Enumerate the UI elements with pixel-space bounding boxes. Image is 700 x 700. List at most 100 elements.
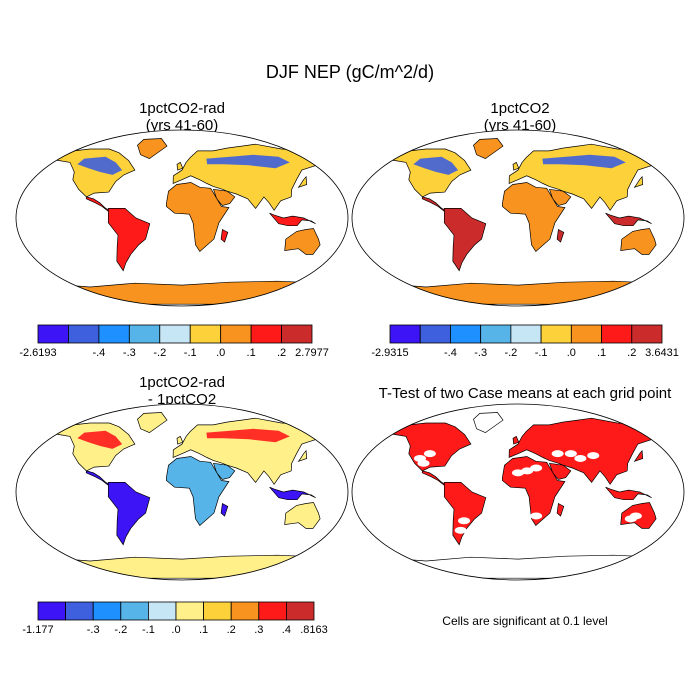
land-greenland [137, 412, 168, 433]
colorbar-swatch [281, 324, 313, 344]
colorbar-label: .2 [627, 347, 636, 359]
nonsignificant-area [587, 452, 600, 460]
boreal-region [542, 154, 626, 169]
land-australia [284, 228, 321, 255]
colorbar-2: -2.9315 -.4 -.3 -.2 -.1 .0 .1 .2 3.6431 [371, 324, 679, 359]
map-border [351, 129, 685, 307]
map-panel-1 [15, 129, 349, 307]
boreal-region [542, 428, 626, 443]
land-africa [166, 456, 230, 527]
colorbar-swatch [570, 324, 602, 344]
panel-3-title-line1: 1pctCO2-rad [139, 374, 225, 391]
colorbar-label: .4 [282, 624, 291, 636]
colorbar-label: .2 [227, 624, 236, 636]
nonsignificant-area [454, 526, 467, 534]
colorbar-label: -.2 [114, 624, 127, 636]
colorbar-swatch [37, 601, 67, 621]
colorbar-swatch [450, 324, 482, 344]
nonsignificant-area [624, 515, 637, 523]
colorbar-label: -.1 [142, 624, 155, 636]
colorbar-swatch [631, 324, 663, 344]
land-greenland [473, 412, 504, 433]
land-greenland [473, 138, 504, 159]
boreal-region [77, 156, 123, 175]
colorbar-swatch [120, 601, 149, 621]
land-greenland [137, 138, 168, 159]
colorbar-label: -.2 [504, 347, 517, 359]
colorbar-label: -.1 [184, 347, 197, 359]
land-japan [633, 449, 644, 462]
panel-2-title: 1pctCO2 (yrs 41-60) [400, 100, 640, 134]
land-africa [502, 182, 566, 253]
colorbar-swatch [601, 324, 633, 344]
land-indonesia [269, 212, 316, 227]
colorbar-label: .1 [247, 347, 256, 359]
land-uk [176, 435, 184, 445]
colorbar-label: .8163 [300, 624, 328, 636]
land-madagascar [556, 502, 565, 517]
land-southamerica [443, 208, 487, 272]
boreal-region [206, 154, 290, 169]
colorbar-label: -.4 [444, 347, 457, 359]
colorbar-label: -.4 [92, 347, 105, 359]
panel-2-title-line1: 1pctCO2 [490, 100, 550, 117]
panel-2-title-line2: (yrs 41-60) [483, 117, 557, 134]
colorbar-swatch [389, 324, 421, 344]
land-southamerica [107, 208, 151, 272]
nonsignificant-area [530, 464, 543, 472]
boreal-region [413, 156, 459, 175]
colorbar-label: .3 [254, 624, 263, 636]
panel-4-title-line1: T-Test of two Case means at each grid po… [378, 385, 672, 402]
land-japan [633, 175, 644, 188]
colorbar-label: -.3 [123, 347, 136, 359]
colorbar-label: .1 [597, 347, 606, 359]
nonsignificant-area [564, 450, 577, 458]
colorbar-label: .0 [216, 347, 225, 359]
map-panel-4 [351, 403, 685, 581]
panel-4-title: T-Test of two Case means at each grid po… [355, 385, 695, 402]
land-africa [166, 182, 230, 253]
colorbar-label: .1 [199, 624, 208, 636]
land-uk [176, 161, 184, 171]
colorbar-swatch [230, 601, 260, 621]
boreal-region [206, 428, 290, 443]
land-madagascar [220, 502, 229, 517]
colorbar-label: -.3 [474, 347, 487, 359]
map-panel-2 [351, 129, 685, 307]
colorbar-label: .2 [277, 347, 286, 359]
colorbar-swatch [510, 324, 542, 344]
nonsignificant-area [530, 512, 543, 520]
map-border [15, 129, 349, 307]
colorbar-swatch [258, 601, 287, 621]
colorbar-label: -.3 [87, 624, 100, 636]
land-indonesia [269, 486, 316, 501]
colorbar-swatch [419, 324, 451, 344]
nonsignificant-area [551, 450, 564, 458]
colorbar-swatch [480, 324, 512, 344]
colorbar-3: -1.177 -.3 -.2 -.1 .0 .1 .2 .3 .4 .8163 [22, 601, 328, 636]
nonsignificant-area [574, 454, 587, 462]
map-border [15, 403, 349, 581]
colorbar-label: 3.6431 [645, 347, 679, 359]
colorbar-swatch [65, 601, 94, 621]
colorbar-swatch [175, 601, 205, 621]
nonsignificant-area [423, 450, 436, 458]
panel-3-title-line2: - 1pctCO2 [147, 391, 217, 408]
boreal-region [77, 430, 123, 449]
nonsignificant-area [512, 469, 524, 477]
land-indonesia [605, 486, 652, 501]
colorbar-label: -2.9315 [371, 347, 408, 359]
panel-3-title: 1pctCO2-rad - 1pctCO2 [62, 374, 302, 408]
map-border [351, 403, 685, 581]
panel-1-title-line2: (yrs 41-60) [145, 117, 219, 134]
boreal-region [413, 430, 459, 449]
land-japan [297, 449, 308, 462]
significance-note: Cells are significant at 0.1 level [442, 614, 608, 628]
colorbar-label: -.2 [153, 347, 166, 359]
panel-1-title: 1pctCO2-rad (yrs 41-60) [62, 100, 302, 134]
colorbar-label: 2.7977 [295, 347, 329, 359]
land-uk [512, 435, 520, 445]
nonsignificant-area [417, 459, 430, 467]
figure-title: DJF NEP (gC/m^2/d) [265, 62, 435, 82]
colorbar-swatch [540, 324, 572, 344]
